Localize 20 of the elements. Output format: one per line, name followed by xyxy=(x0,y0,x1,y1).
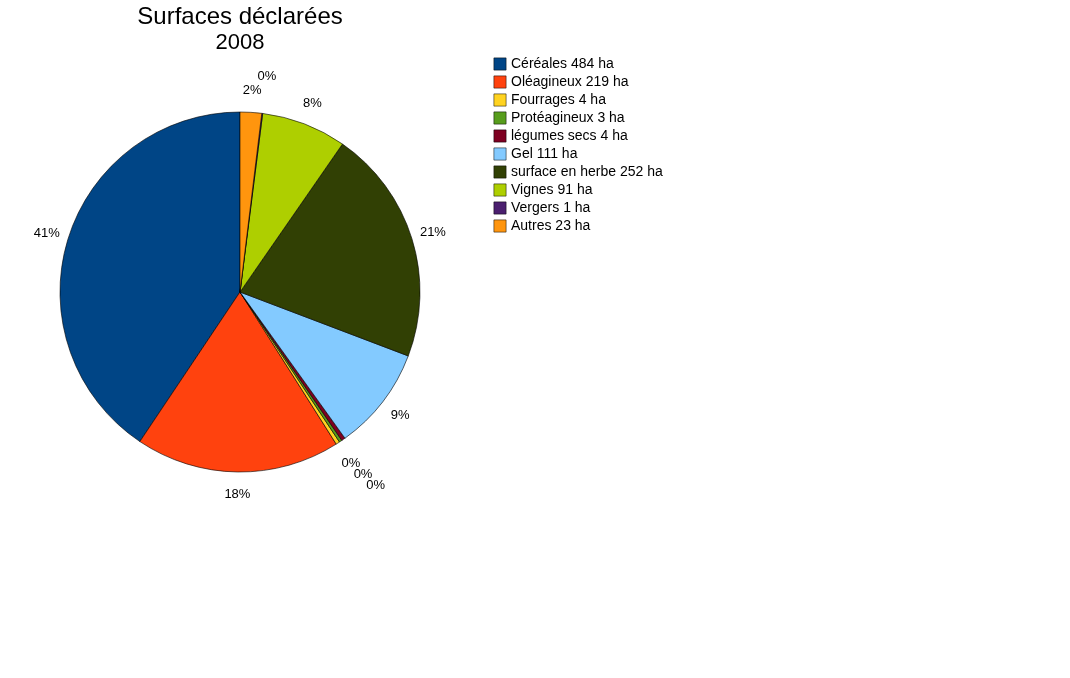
chart-title: Surfaces déclarées xyxy=(137,2,343,29)
legend-label: Céréales 484 ha xyxy=(511,55,614,71)
data-label: 0% xyxy=(366,477,386,493)
data-label: 41% xyxy=(33,225,61,241)
legend-label: Oléagineux 219 ha xyxy=(511,73,629,89)
legend-label: Gel 111 ha xyxy=(511,145,578,161)
legend-label: Vergers 1 ha xyxy=(511,199,591,215)
legend-label: Protéagineux 3 ha xyxy=(511,109,625,125)
legend-label: Vignes 91 ha xyxy=(511,181,593,197)
data-label: 8% xyxy=(302,95,323,111)
chart-subtitle: 2008 xyxy=(215,29,265,54)
data-label: 0% xyxy=(257,67,277,83)
legend-label: légumes secs 4 ha xyxy=(511,127,628,143)
data-label: 18% xyxy=(224,485,251,501)
legend-label: Fourrages 4 ha xyxy=(511,91,607,107)
legend-label: surface en herbe 252 ha xyxy=(511,163,663,179)
data-label: 2% xyxy=(242,82,263,98)
legend-label: Autres 23 ha xyxy=(511,217,591,233)
data-label: 9% xyxy=(390,407,410,423)
data-label: 21% xyxy=(419,224,447,240)
